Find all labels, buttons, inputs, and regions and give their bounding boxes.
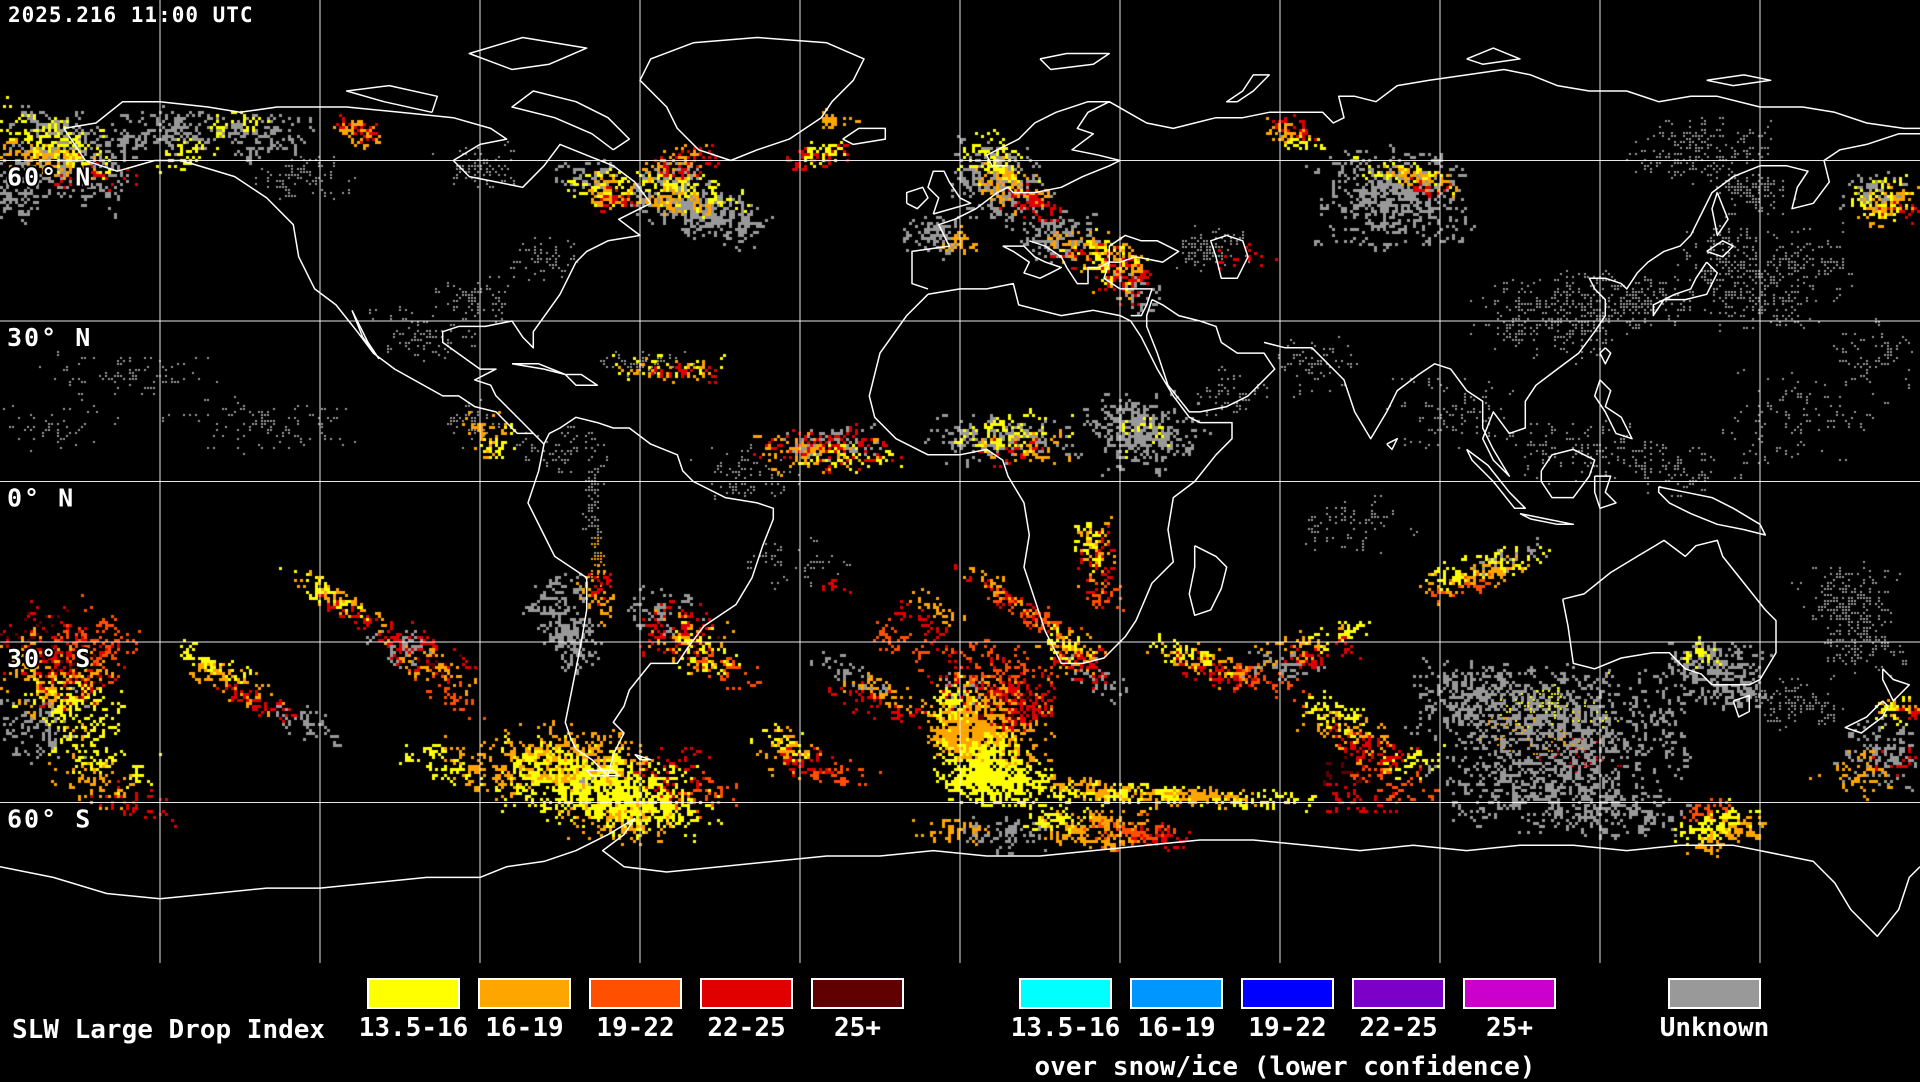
color-swatch xyxy=(811,978,904,1009)
legend-group-standard: 13.5-16 16-19 19-22 22-25 25+ xyxy=(358,978,913,1041)
legend-item: 25+ xyxy=(1454,978,1565,1041)
legend-item: 19-22 xyxy=(580,978,691,1041)
legend-item-label: 13.5-16 xyxy=(358,1013,469,1043)
timestamp: 2025.216 11:00 UTC xyxy=(8,3,254,27)
legend-item-label: 19-22 xyxy=(1248,1013,1327,1043)
legend-item-label: 22-25 xyxy=(707,1013,786,1043)
legend-item-label: 22-25 xyxy=(1359,1013,1438,1043)
color-swatch xyxy=(1241,978,1334,1009)
legend-snow-ice-caption: over snow/ice (lower confidence) xyxy=(1034,1052,1536,1082)
legend-item-label: 13.5-16 xyxy=(1010,1013,1121,1043)
color-swatch xyxy=(1019,978,1112,1009)
legend-group-unknown: Unknown xyxy=(1659,978,1770,1041)
legend-item-label: 19-22 xyxy=(596,1013,675,1043)
legend-item: 13.5-16 xyxy=(1010,978,1121,1041)
color-swatch xyxy=(367,978,460,1009)
legend-item: 25+ xyxy=(802,978,913,1041)
color-swatch xyxy=(478,978,571,1009)
legend-item-label: 25+ xyxy=(1486,1013,1533,1043)
svg-text:30° S: 30° S xyxy=(7,644,92,673)
svg-text:0° N: 0° N xyxy=(7,484,75,513)
legend: SLW Large Drop Index 13.5-16 16-19 19-22… xyxy=(0,963,1920,1082)
color-swatch xyxy=(700,978,793,1009)
legend-group-snow-ice: 13.5-16 16-19 19-22 22-25 25+ xyxy=(1010,978,1565,1041)
color-swatch xyxy=(1463,978,1556,1009)
legend-item: 16-19 xyxy=(1121,978,1232,1041)
legend-item: 13.5-16 xyxy=(358,978,469,1041)
graticule-grid xyxy=(0,0,1920,963)
svg-text:30° N: 30° N xyxy=(7,323,92,352)
legend-item: Unknown xyxy=(1659,978,1770,1041)
color-swatch xyxy=(1668,978,1761,1009)
legend-item-label: 16-19 xyxy=(485,1013,564,1043)
legend-title: SLW Large Drop Index xyxy=(12,1015,326,1045)
latitude-labels: 60° N 30° N 0° N 30° S 60° S xyxy=(5,161,92,836)
svg-text:60° S: 60° S xyxy=(7,805,92,834)
legend-item: 16-19 xyxy=(469,978,580,1041)
world-map: 60° N 30° N 0° N 30° S 60° S xyxy=(0,0,1920,963)
legend-item-label: 25+ xyxy=(834,1013,881,1043)
legend-item: 22-25 xyxy=(691,978,802,1041)
color-swatch xyxy=(589,978,682,1009)
svg-text:60° N: 60° N xyxy=(7,163,92,192)
legend-item: 19-22 xyxy=(1232,978,1343,1041)
legend-item: 22-25 xyxy=(1343,978,1454,1041)
coastlines xyxy=(0,36,1920,938)
legend-item-label: 16-19 xyxy=(1137,1013,1216,1043)
legend-item-label: Unknown xyxy=(1659,1013,1770,1043)
color-swatch xyxy=(1352,978,1445,1009)
color-swatch xyxy=(1130,978,1223,1009)
